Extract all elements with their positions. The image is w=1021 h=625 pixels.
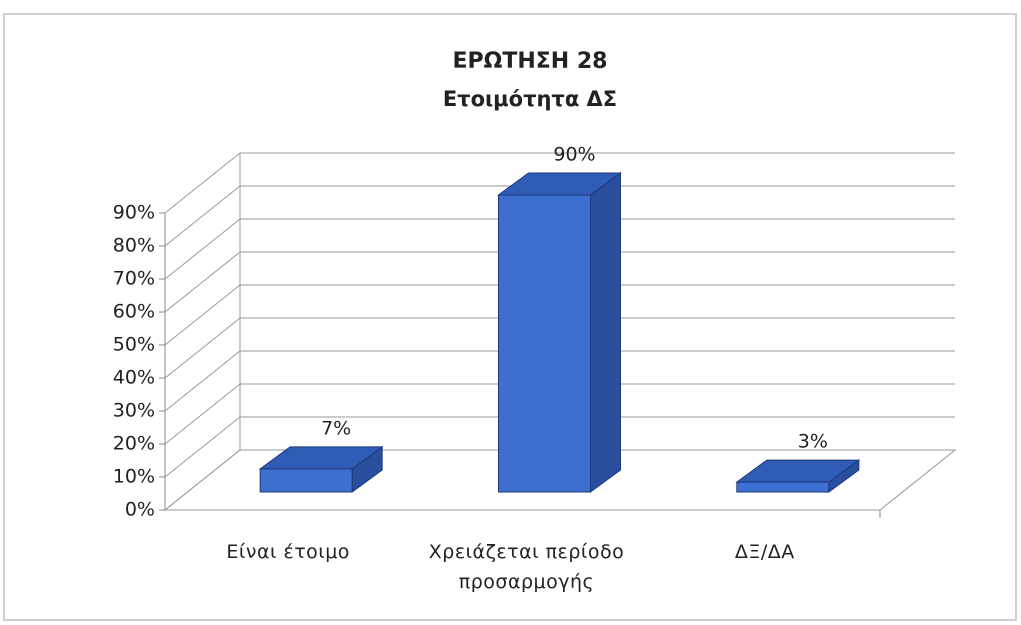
x-tick-label: Χρειάζεται περίοδο προσαρμογής <box>428 541 625 593</box>
bar <box>736 481 830 493</box>
grid-line <box>164 284 241 346</box>
y-tick-label: 60% <box>113 301 155 323</box>
grid-line <box>164 185 241 247</box>
grid-line <box>164 416 241 478</box>
y-tick-label: 30% <box>113 400 155 422</box>
grid-line <box>164 152 241 214</box>
y-tick-label: 20% <box>113 433 155 455</box>
grid-line <box>164 218 241 280</box>
chart-title: ΕΡΩΤΗΣΗ 28 <box>453 49 608 74</box>
bar <box>498 194 591 493</box>
frame <box>3 13 1017 621</box>
grid-line <box>164 317 241 379</box>
data-label: 90% <box>553 144 595 166</box>
grid-line <box>164 350 241 412</box>
y-tick-label: 0% <box>125 499 155 521</box>
y-tick-label: 50% <box>113 334 155 356</box>
y-tick-label: 10% <box>113 466 155 488</box>
chart-subtitle: Ετοιμότητα ΔΣ <box>443 87 617 111</box>
y-tick-label: 40% <box>113 367 155 389</box>
data-label: 7% <box>321 417 351 439</box>
grid-line <box>164 383 241 445</box>
y-tick-label: 80% <box>113 235 155 257</box>
x-tick-label: Είναι έτοιμο <box>226 541 350 563</box>
grid-line <box>164 251 241 313</box>
x-tick-label: ΔΞ/ΔΑ <box>734 541 795 563</box>
data-label: 3% <box>798 431 828 453</box>
y-tick-label: 90% <box>113 202 155 224</box>
bar-side <box>590 172 621 493</box>
bar <box>259 468 353 493</box>
y-tick-label: 70% <box>113 268 155 290</box>
grid-line <box>164 449 241 511</box>
